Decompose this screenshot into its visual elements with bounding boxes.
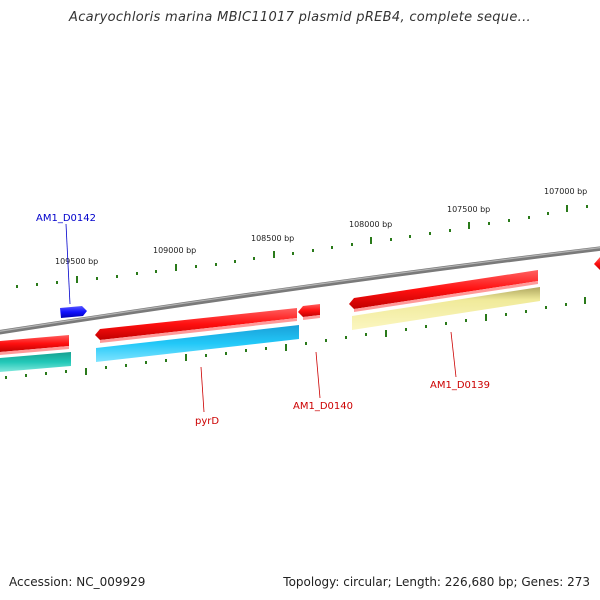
gene-label-pyrd[interactable]: pyrD xyxy=(195,416,219,427)
cds-left-partial[interactable] xyxy=(0,335,69,355)
ruler-label-108000: 108000 bp xyxy=(349,220,392,229)
map-title: Acaryochloris marina MBIC11017 plasmid p… xyxy=(69,10,531,25)
leader-am1-d0140 xyxy=(315,351,321,399)
gene-label-am1-d0142[interactable]: AM1_D0142 xyxy=(36,213,96,224)
ruler-label-109500: 109500 bp xyxy=(55,257,98,266)
gene-label-am1-d0140[interactable]: AM1_D0140 xyxy=(293,401,353,412)
ruler-label-109000: 109000 bp xyxy=(153,246,196,255)
cds-am1-d0140[interactable] xyxy=(298,304,320,320)
gene-pyrd-cyan[interactable] xyxy=(96,325,299,362)
accession-text: Accession: NC_009929 xyxy=(9,575,146,589)
ruler-label-108500: 108500 bp xyxy=(251,234,294,243)
leader-pyrd xyxy=(200,366,205,413)
cds-edge-right[interactable] xyxy=(594,257,600,270)
inner-tick-ring xyxy=(5,297,586,379)
cds-pyrd[interactable] xyxy=(95,308,297,343)
leader-am1-d0139 xyxy=(450,331,457,378)
cds-am1-d0142[interactable] xyxy=(60,306,87,318)
gene-left-partial-teal[interactable] xyxy=(0,352,71,372)
outer-tick-ring xyxy=(16,205,588,288)
gene-am1-d0139-khaki[interactable] xyxy=(352,287,540,330)
ruler-label-107000: 107000 bp xyxy=(544,187,587,196)
ruler-label-107500: 107500 bp xyxy=(447,205,490,214)
leader-am1-d0142 xyxy=(65,223,71,305)
topology-summary: Topology: circular; Length: 226,680 bp; … xyxy=(283,575,590,589)
plasmid-backbone xyxy=(0,246,600,335)
cds-am1-d0139[interactable] xyxy=(349,270,538,312)
gene-label-am1-d0139[interactable]: AM1_D0139 xyxy=(430,380,490,391)
